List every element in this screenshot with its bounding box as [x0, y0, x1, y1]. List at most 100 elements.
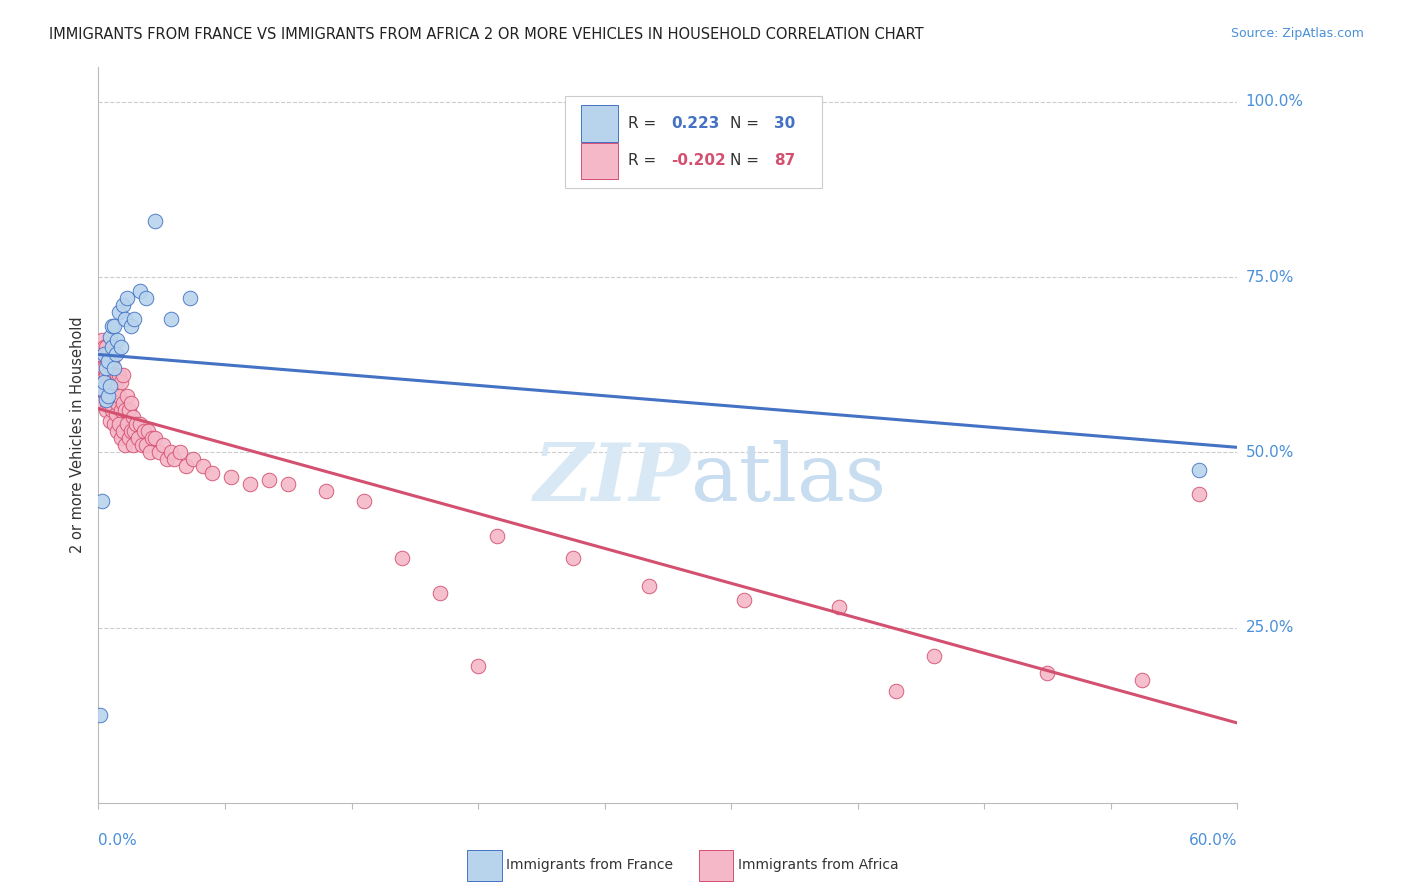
Point [129, 417, 152, 432]
Text: N =: N = [731, 116, 765, 131]
Point [138, 445, 160, 459]
Point [98, 330, 121, 344]
Text: 0.0%: 0.0% [98, 833, 138, 848]
FancyBboxPatch shape [699, 850, 733, 880]
Point [110, 431, 132, 445]
Text: -0.202: -0.202 [671, 153, 725, 169]
Text: 60.0%: 60.0% [1189, 833, 1237, 848]
Point [121, 410, 143, 425]
Text: 75.0%: 75.0% [1246, 269, 1294, 285]
Point [353, 494, 375, 508]
Point [115, 417, 138, 432]
Point [201, 467, 224, 481]
Point [1188, 463, 1211, 477]
Point [183, 452, 205, 467]
Point [191, 459, 214, 474]
Point [100, 403, 122, 417]
Point [120, 425, 142, 439]
Point [110, 403, 132, 417]
Point [94, 368, 117, 383]
Point [163, 452, 186, 467]
Point [91, 494, 114, 508]
Point [104, 407, 127, 421]
Point [129, 284, 152, 298]
Point [110, 340, 132, 354]
Point [110, 376, 132, 390]
Point [1132, 673, 1154, 688]
Point [1188, 487, 1211, 501]
Point [277, 476, 299, 491]
Point [221, 470, 243, 484]
Point [145, 431, 167, 445]
Point [108, 417, 131, 432]
Point [112, 368, 135, 383]
Point [922, 648, 945, 663]
Point [159, 312, 181, 326]
Point [132, 425, 155, 439]
Point [169, 445, 191, 459]
Point [93, 340, 115, 354]
Point [93, 361, 115, 376]
Point [112, 396, 135, 410]
Point [89, 708, 111, 723]
Point [486, 529, 509, 543]
Point [259, 474, 281, 488]
Point [108, 389, 131, 403]
Point [98, 414, 121, 428]
Point [94, 340, 117, 354]
Point [120, 396, 142, 410]
Point [93, 382, 115, 396]
FancyBboxPatch shape [581, 143, 617, 179]
FancyBboxPatch shape [581, 105, 617, 142]
Point [107, 425, 129, 439]
Text: Source: ZipAtlas.com: Source: ZipAtlas.com [1230, 27, 1364, 40]
Text: R =: R = [628, 153, 661, 169]
Text: R =: R = [628, 116, 661, 131]
Point [135, 291, 157, 305]
Point [91, 382, 114, 396]
Point [103, 417, 125, 432]
Text: 0.223: 0.223 [671, 116, 720, 131]
Point [100, 354, 122, 368]
Point [118, 403, 141, 417]
Point [97, 376, 120, 390]
Point [115, 389, 138, 403]
Point [112, 298, 135, 312]
Point [315, 483, 337, 498]
Point [131, 438, 153, 452]
Point [98, 354, 121, 368]
Point [135, 438, 157, 452]
Point [467, 659, 489, 673]
FancyBboxPatch shape [565, 96, 821, 188]
Text: Immigrants from Africa: Immigrants from Africa [738, 858, 898, 872]
Point [97, 354, 120, 368]
Point [97, 347, 120, 361]
Point [100, 376, 122, 390]
Point [107, 333, 129, 347]
Point [124, 425, 146, 439]
Point [115, 291, 138, 305]
Point [124, 312, 146, 326]
Point [156, 452, 179, 467]
Text: 87: 87 [773, 153, 794, 169]
Point [118, 431, 141, 445]
Point [733, 592, 755, 607]
Point [884, 683, 907, 698]
Point [141, 431, 163, 445]
Point [100, 319, 122, 334]
Point [121, 438, 143, 452]
Point [148, 445, 170, 459]
Point [239, 476, 262, 491]
Point [179, 291, 201, 305]
Point [94, 361, 117, 376]
Point [89, 382, 111, 396]
Point [94, 392, 117, 407]
Point [103, 319, 125, 334]
Point [97, 389, 120, 403]
Text: ZIP: ZIP [534, 441, 690, 517]
Text: Immigrants from France: Immigrants from France [506, 858, 673, 872]
Point [103, 368, 125, 383]
Point [562, 550, 585, 565]
Point [91, 361, 114, 376]
Point [104, 347, 127, 361]
